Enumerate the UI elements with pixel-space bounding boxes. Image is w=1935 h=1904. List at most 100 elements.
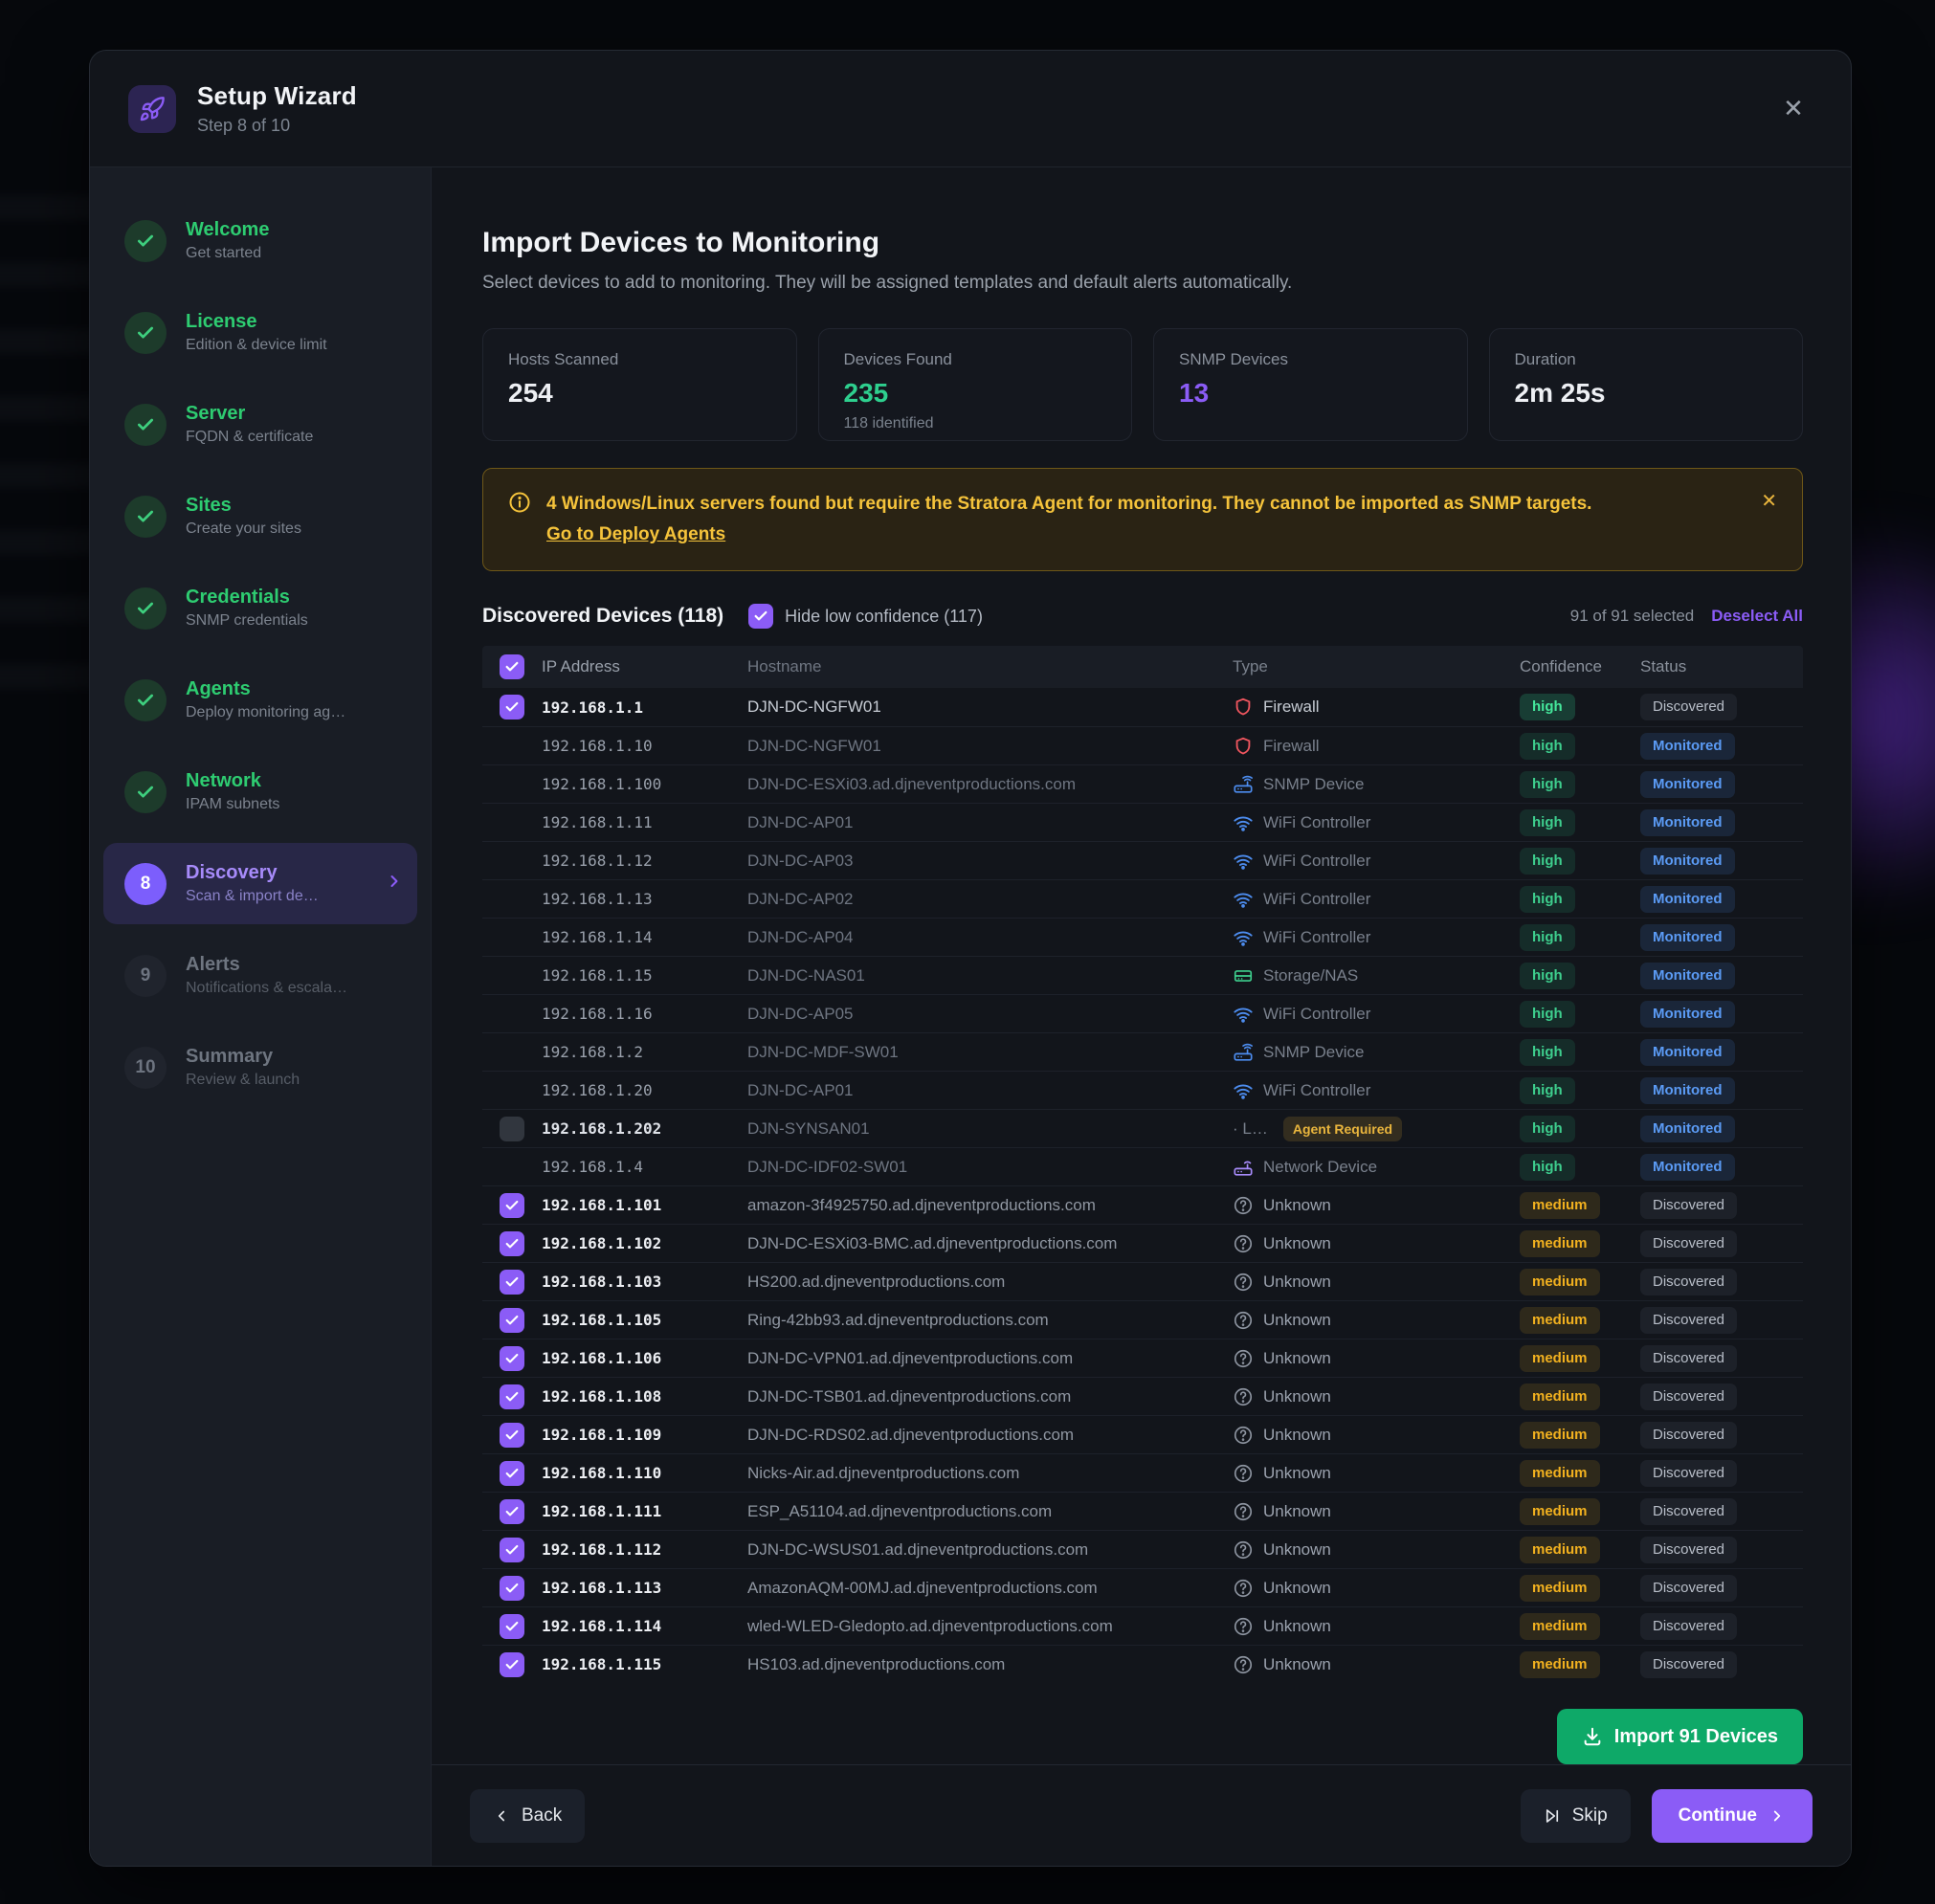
row-checkbox-checked[interactable] — [500, 695, 524, 720]
row-checkbox[interactable] — [500, 1040, 524, 1065]
row-checkbox-checked[interactable] — [500, 1230, 524, 1256]
device-row[interactable]: 192.168.1.12 DJN-DC-AP03 WiFi Controller hi… — [482, 841, 1803, 879]
device-hostname: DJN-DC-WSUS01.ad.djneventproductions.com — [747, 1539, 1089, 1559]
device-row[interactable]: 192.168.1.2 DJN-DC-MDF-SW01 SNMP Device hig… — [482, 1032, 1803, 1071]
back-button[interactable]: Back — [470, 1788, 586, 1843]
device-row[interactable]: 192.168.1.113 AmazonAQM-00MJ.ad.djneventp… — [482, 1568, 1803, 1606]
confidence-badge: medium — [1520, 1612, 1600, 1640]
device-row[interactable]: 192.168.1.100 DJN-DC-ESXi03.ad.djneventpr… — [482, 764, 1803, 803]
row-checkbox[interactable] — [500, 1002, 524, 1027]
device-row[interactable]: 192.168.1.101 amazon-3f4925750.ad.djneven… — [482, 1185, 1803, 1224]
device-row[interactable]: 192.168.1.10 DJN-DC-NGFW01 Firewall high Mon… — [482, 726, 1803, 764]
sidebar-step-sites[interactable]: Sites Create your sites — [103, 476, 417, 557]
row-checkbox-checked[interactable] — [500, 1498, 524, 1524]
row-checkbox-checked[interactable] — [500, 1384, 524, 1409]
import-devices-button[interactable]: Import 91 Devices — [1556, 1709, 1803, 1764]
row-checkbox-checked[interactable] — [500, 1613, 524, 1639]
wifi-icon — [1233, 889, 1254, 910]
col-hostname: Hostname — [747, 657, 822, 675]
device-row[interactable]: 192.168.1.108 DJN-DC-TSB01.ad.djneventpro… — [482, 1377, 1803, 1415]
device-row[interactable]: 192.168.1.105 Ring-42bb93.ad.djneventprod… — [482, 1300, 1803, 1339]
continue-button[interactable]: Continue — [1651, 1788, 1813, 1843]
row-checkbox-checked[interactable] — [500, 1269, 524, 1295]
agent-required-badge: Agent Required — [1282, 1116, 1403, 1141]
checkbox-checked-icon[interactable] — [748, 604, 774, 629]
device-hostname: Nicks-Air.ad.djneventproductions.com — [747, 1463, 1020, 1482]
stat-label: Duration — [1514, 350, 1576, 368]
device-row[interactable]: 192.168.1.115 HS103.ad.djneventproduction… — [482, 1645, 1803, 1683]
device-row[interactable]: 192.168.1.110 Nicks-Air.ad.djneventproduc… — [482, 1453, 1803, 1492]
row-checkbox[interactable] — [500, 1155, 524, 1180]
row-checkbox[interactable] — [500, 1078, 524, 1103]
row-checkbox-checked[interactable] — [500, 1192, 524, 1218]
device-row[interactable]: 192.168.1.13 DJN-DC-AP02 WiFi Controller hi… — [482, 879, 1803, 918]
device-type: WiFi Controller — [1233, 851, 1520, 872]
sidebar-step-alerts[interactable]: 9 Alerts Notifications & escala… — [103, 935, 417, 1016]
device-row[interactable]: 192.168.1.1 DJN-DC-NGFW01 Firewall high Disc… — [482, 688, 1803, 726]
row-checkbox-checked[interactable] — [500, 1651, 524, 1677]
device-row[interactable]: 192.168.1.112 DJN-DC-WSUS01.ad.djneventpr… — [482, 1530, 1803, 1568]
row-checkbox-checked[interactable] — [500, 1422, 524, 1448]
sidebar-step-summary[interactable]: 10 Summary Review & launch — [103, 1027, 417, 1108]
row-checkbox[interactable] — [500, 963, 524, 988]
device-type: WiFi Controller — [1233, 889, 1520, 910]
unknown-icon — [1233, 1272, 1254, 1293]
device-hostname: DJN-DC-AP05 — [747, 1004, 854, 1023]
device-hostname: wled-WLED-Gledopto.ad.djneventproduction… — [747, 1616, 1113, 1635]
row-checkbox-checked[interactable] — [500, 1345, 524, 1371]
col-confidence: Confidence — [1520, 657, 1603, 675]
row-checkbox[interactable] — [500, 772, 524, 797]
row-checkbox[interactable] — [500, 887, 524, 912]
device-row[interactable]: 192.168.1.14 DJN-DC-AP04 WiFi Controller hi… — [482, 918, 1803, 956]
row-checkbox[interactable] — [500, 810, 524, 835]
chevron-left-icon — [498, 1810, 505, 1821]
sidebar-step-agents[interactable]: Agents Deploy monitoring ag… — [103, 659, 417, 741]
unknown-icon — [1233, 1233, 1254, 1254]
device-row[interactable]: 192.168.1.103 HS200.ad.djneventproduction… — [482, 1262, 1803, 1300]
device-type-label: Unknown — [1263, 1654, 1331, 1673]
device-row[interactable]: 192.168.1.20 DJN-DC-AP01 WiFi Controller hi… — [482, 1071, 1803, 1109]
skip-button[interactable]: Skip — [1520, 1788, 1631, 1843]
device-type-label: WiFi Controller — [1263, 889, 1371, 908]
row-checkbox-checked[interactable] — [500, 1460, 524, 1486]
deselect-all-link[interactable]: Deselect All — [1711, 607, 1803, 625]
device-ip: 192.168.1.13 — [542, 890, 653, 908]
device-row[interactable]: 192.168.1.4 DJN-DC-IDF02-SW01 Network Devi… — [482, 1147, 1803, 1185]
device-type-label: Unknown — [1263, 1616, 1331, 1635]
confidence-badge: medium — [1520, 1229, 1600, 1257]
deploy-agents-link[interactable]: Go to Deploy Agents — [546, 524, 726, 544]
row-checkbox[interactable] — [500, 925, 524, 950]
row-checkbox-checked[interactable] — [500, 1537, 524, 1562]
device-row[interactable]: 192.168.1.202 DJN-SYNSAN01 · L… Agent Requi… — [482, 1109, 1803, 1147]
device-row[interactable]: 192.168.1.106 DJN-DC-VPN01.ad.djneventpro… — [482, 1339, 1803, 1377]
device-row[interactable]: 192.168.1.111 ESP_A51104.ad.djneventprodu… — [482, 1492, 1803, 1530]
sidebar-step-welcome[interactable]: Welcome Get started — [103, 200, 417, 281]
sidebar-step-license[interactable]: License Edition & device limit — [103, 292, 417, 373]
select-all-checkbox[interactable] — [500, 654, 524, 679]
row-checkbox[interactable] — [500, 849, 524, 874]
device-type: Storage/NAS — [1233, 965, 1520, 986]
row-checkbox[interactable] — [500, 734, 524, 759]
close-icon[interactable]: ✕ — [1783, 94, 1804, 122]
row-checkbox-checked[interactable] — [500, 1307, 524, 1333]
warning-close-icon[interactable]: ✕ — [1761, 491, 1777, 512]
device-row[interactable]: 192.168.1.15 DJN-DC-NAS01 Storage/NAS high M… — [482, 956, 1803, 994]
sidebar-step-network[interactable]: Network IPAM subnets — [103, 751, 417, 832]
device-row[interactable]: 192.168.1.11 DJN-DC-AP01 WiFi Controller hi… — [482, 803, 1803, 841]
device-ip: 192.168.1.100 — [542, 775, 662, 793]
hide-low-confidence-checkbox[interactable]: Hide low confidence (117) — [748, 604, 983, 629]
rocket-icon — [128, 84, 176, 133]
sidebar-step-credentials[interactable]: Credentials SNMP credentials — [103, 567, 417, 649]
device-row[interactable]: 192.168.1.109 DJN-DC-RDS02.ad.djneventpro… — [482, 1415, 1803, 1453]
device-row[interactable]: 192.168.1.114 wled-WLED-Gledopto.ad.djnev… — [482, 1606, 1803, 1645]
status-badge: Discovered — [1640, 1229, 1738, 1257]
device-row[interactable]: 192.168.1.102 DJN-DC-ESXi03-BMC.ad.djneve… — [482, 1224, 1803, 1262]
device-row[interactable]: 192.168.1.16 DJN-DC-AP05 WiFi Controller hi… — [482, 994, 1803, 1032]
row-checkbox-checked[interactable] — [500, 1575, 524, 1601]
step-check-icon — [124, 403, 167, 446]
confidence-badge: medium — [1520, 1268, 1600, 1295]
sidebar-step-server[interactable]: Server FQDN & certificate — [103, 384, 417, 465]
wifi-icon — [1233, 812, 1254, 833]
sidebar-step-discovery[interactable]: 8 Discovery Scan & import de… — [103, 843, 417, 924]
device-type-label: Unknown — [1263, 1539, 1331, 1559]
